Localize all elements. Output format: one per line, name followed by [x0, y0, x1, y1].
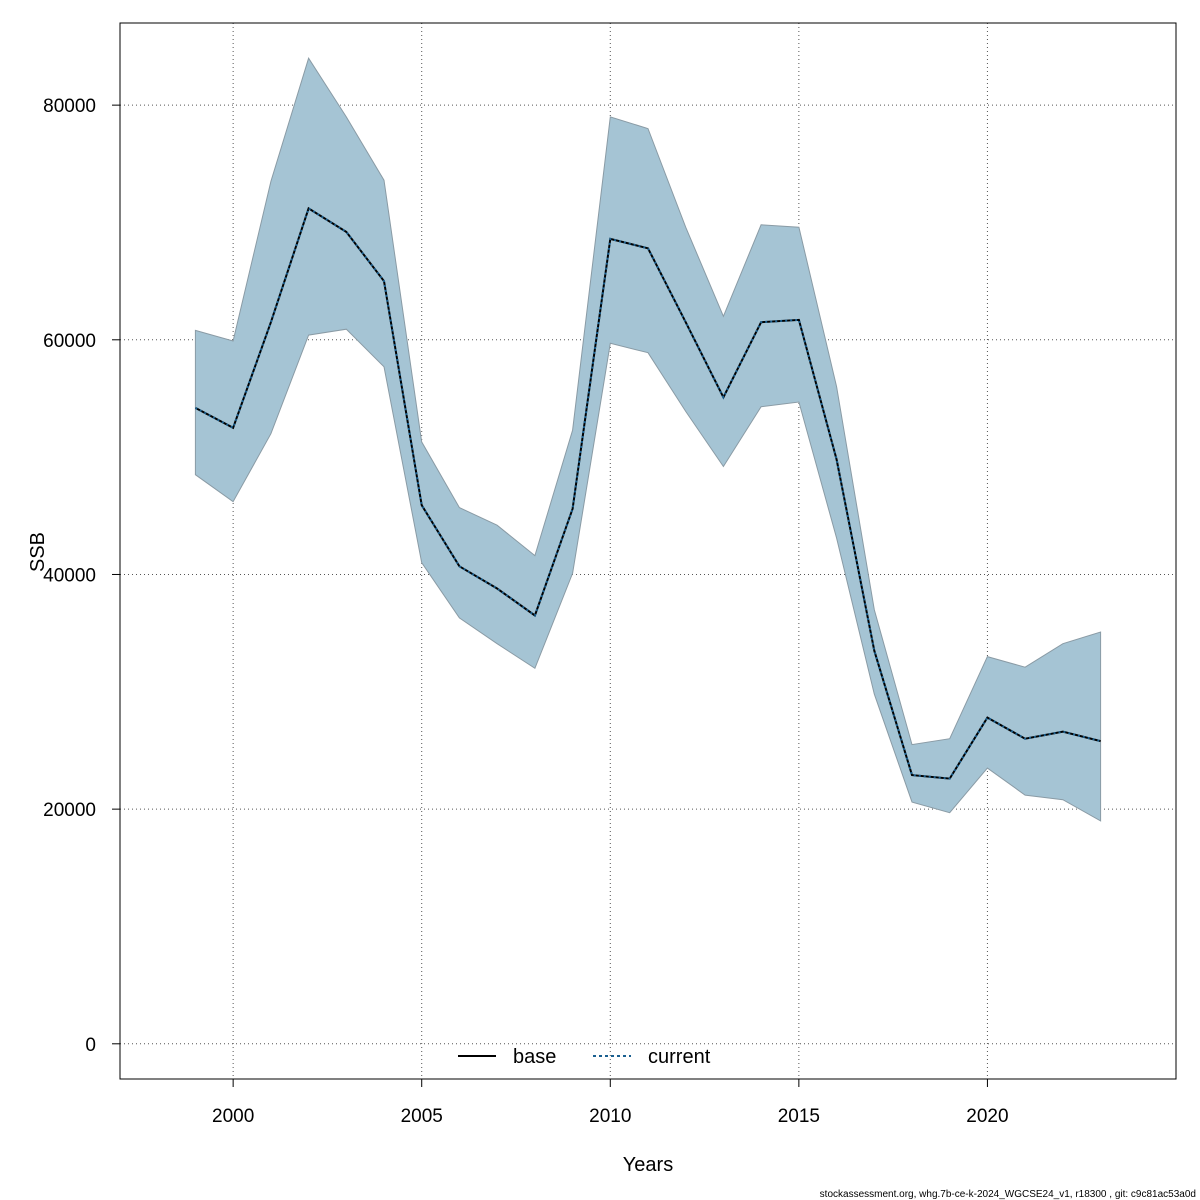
y-axis-ticks: 0 20000 40000 60000 80000	[43, 96, 120, 1056]
x-axis-title: Years	[623, 1154, 673, 1176]
x-axis-ticks: 2000 2005 2010 2015 2020	[212, 1079, 1009, 1127]
y-tick-label-2: 40000	[43, 565, 96, 586]
series-lines	[194, 206, 1101, 780]
y-tick-label-0: 0	[85, 1035, 96, 1056]
legend-label-base: base	[513, 1046, 556, 1068]
legend: base current	[458, 1046, 711, 1068]
x-tick-label-2: 2010	[589, 1106, 631, 1127]
y-tick-label-3: 60000	[43, 331, 96, 352]
x-tick-label-1: 2005	[401, 1106, 443, 1127]
y-tick-label-1: 20000	[43, 800, 96, 821]
x-tick-label-4: 2020	[966, 1106, 1008, 1127]
x-tick-label-0: 2000	[212, 1106, 254, 1127]
confidence-band-area	[194, 57, 1102, 822]
footer-credit: stockassessment.org, whg.7b-ce-k-2024_WG…	[820, 1189, 1196, 1200]
series-line-current	[194, 206, 1101, 780]
y-tick-label-4: 80000	[43, 96, 96, 117]
y-axis-title: SSB	[27, 532, 49, 572]
plot-frame	[119, 22, 1177, 1080]
x-tick-label-3: 2015	[778, 1106, 820, 1127]
legend-label-current: current	[648, 1046, 711, 1068]
confidence-band	[194, 57, 1102, 822]
